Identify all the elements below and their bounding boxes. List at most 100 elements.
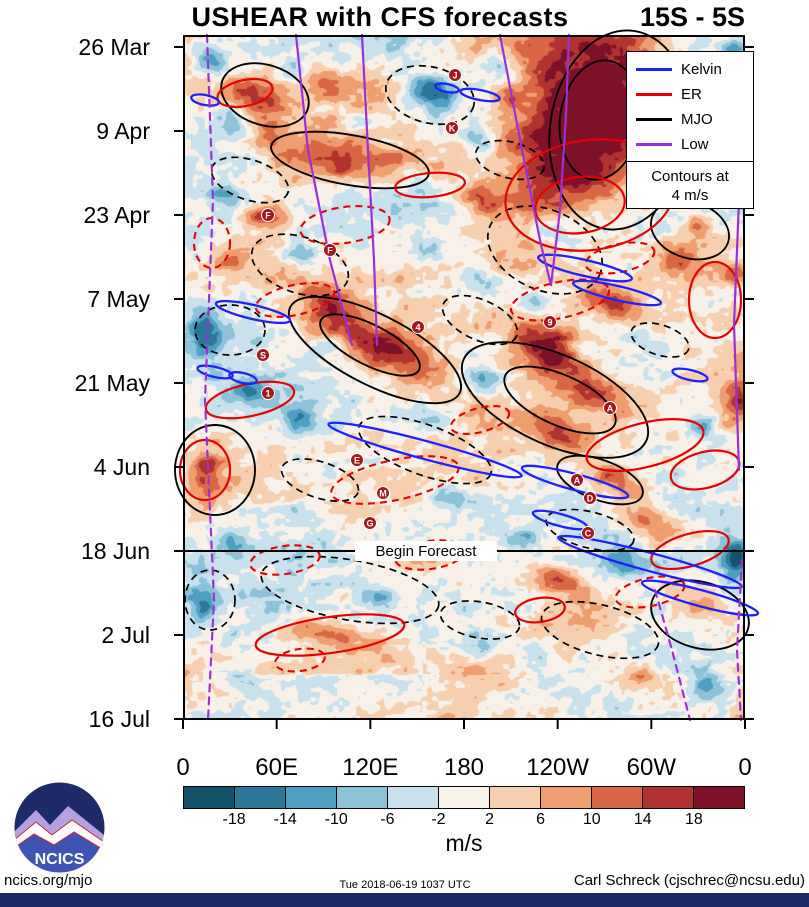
kelvin-wave-contour [557, 534, 743, 590]
colorbar-tick-label: 18 [685, 811, 703, 828]
er-positive-contour [514, 596, 566, 624]
y-axis-label: 16 Jul [88, 706, 150, 732]
storm-marker [411, 320, 425, 334]
legend-entry-low: Low [627, 132, 753, 157]
x-axis-label: 0 [738, 754, 752, 781]
legend-label: ER [681, 86, 702, 103]
colorbar-tick-label: -10 [324, 811, 348, 828]
storm-marker [581, 526, 595, 540]
legend-entry-er: ER [627, 82, 753, 107]
er-positive-contour [669, 449, 741, 491]
er-positive-contour [216, 77, 274, 109]
er-positive-contour [534, 175, 626, 235]
colorbar-segment [541, 787, 592, 808]
legend-entries: Kelvin ER MJO Low [627, 57, 753, 157]
storm-marker [543, 315, 557, 329]
storm-marker [376, 486, 390, 500]
kelvin-wave-contour [459, 87, 501, 103]
storm-marker [583, 491, 597, 505]
storm-marker [261, 386, 275, 400]
kelvin-wave-contour [671, 367, 709, 383]
mjo-negative-contour [280, 458, 360, 502]
storm-marker [350, 453, 364, 467]
plot-frame [183, 35, 745, 720]
colorbar-tick-label: 2 [485, 811, 494, 828]
er-positive-contour [585, 418, 705, 472]
y-axis-label: 7 May [87, 286, 150, 312]
colorbar-segment [694, 787, 744, 808]
storm-marker-label: 1 [265, 389, 270, 399]
kelvin-wave-contour [228, 371, 258, 385]
mjo-negative-contour [486, 205, 604, 295]
y-axis-label: 18 Jun [80, 538, 150, 564]
storm-marker-label: M [379, 489, 387, 499]
legend-note-line1: Contours at [651, 168, 729, 185]
storm-marker [445, 121, 459, 135]
storm-marker-label: 9 [547, 318, 552, 328]
er-positive-contour [687, 260, 743, 340]
y-axis-label: 26 Mar [78, 34, 150, 60]
footer-credit: Carl Schreck (cjschrec@ncsu.edu) [573, 872, 805, 889]
colorbar-units: m/s [445, 830, 483, 856]
chart-title: USHEAR with CFS forecasts [191, 2, 569, 32]
low-track-line [498, 33, 571, 287]
storm-marker-label: G [366, 519, 373, 529]
mjo-negative-contour [210, 156, 290, 204]
storm-marker-label: A [607, 404, 614, 414]
mjo-negative-contour [441, 294, 519, 346]
mjo-negative-contour [384, 64, 476, 126]
legend-note: Contours at 4 m/s [627, 161, 753, 205]
legend-line-sample [636, 93, 672, 96]
storm-marker-label: 4 [415, 323, 420, 333]
low-track-line [732, 198, 741, 472]
kelvin-wave-contour [327, 421, 523, 479]
colorbar-tick-label: 10 [582, 811, 601, 828]
mjo-positive-contour [270, 130, 430, 190]
legend-label: Kelvin [681, 61, 722, 78]
colorbar-segment [439, 787, 490, 808]
mjo-positive-contour [650, 579, 750, 651]
colorbar [183, 786, 745, 809]
legend-label: Low [681, 136, 709, 153]
colorbar-segment [286, 787, 337, 808]
y-axis-label: 4 Jun [93, 454, 150, 480]
storm-marker-label: J [452, 71, 457, 81]
latitude-band-label: 15S - 5S [639, 2, 746, 32]
x-axis-label: 0 [176, 754, 190, 781]
er-negative-contour [254, 282, 336, 318]
colorbar-segment [184, 787, 235, 808]
mjo-negative-contour [194, 304, 266, 356]
y-axis-label: 2 Jul [101, 622, 150, 648]
colorbar-tick-label: -6 [380, 811, 395, 828]
kelvin-wave-contour [196, 364, 234, 380]
colorbar-tick-label: -14 [273, 811, 297, 828]
legend-line-sample [636, 118, 672, 121]
x-axis-label: 120W [526, 754, 589, 781]
ncics-logo: NCICS [14, 782, 105, 873]
mjo-positive-contour [319, 313, 421, 377]
storm-marker [256, 348, 270, 362]
kelvin-wave-contour [434, 82, 460, 94]
legend: Kelvin ER MJO Low Contours at 4 m/s [626, 51, 754, 209]
storm-marker [448, 68, 462, 82]
legend-line-sample [636, 68, 672, 71]
kelvin-wave-contour [640, 579, 760, 617]
legend-entry-kelvin: Kelvin [627, 57, 753, 82]
er-positive-contour [394, 171, 466, 199]
storm-marker-label: A [574, 476, 581, 486]
storm-marker-label: F [265, 211, 271, 221]
storm-marker-label: S [260, 351, 266, 361]
kelvin-wave-contour [537, 253, 633, 283]
logo-mountain-front [14, 831, 105, 873]
er-positive-contour [254, 613, 406, 657]
colorbar-segment [337, 787, 388, 808]
footer-url[interactable]: ncics.org/mjo [4, 872, 93, 889]
mjo-negative-contour [630, 322, 690, 358]
legend-line-sample [636, 143, 672, 146]
storm-marker-label: E [354, 456, 360, 466]
er-negative-contour [509, 278, 611, 322]
mjo-negative-contour [439, 600, 521, 640]
x-axis-label: 60W [626, 754, 676, 781]
storm-marker-label: D [587, 494, 594, 504]
storm-marker [603, 401, 617, 415]
